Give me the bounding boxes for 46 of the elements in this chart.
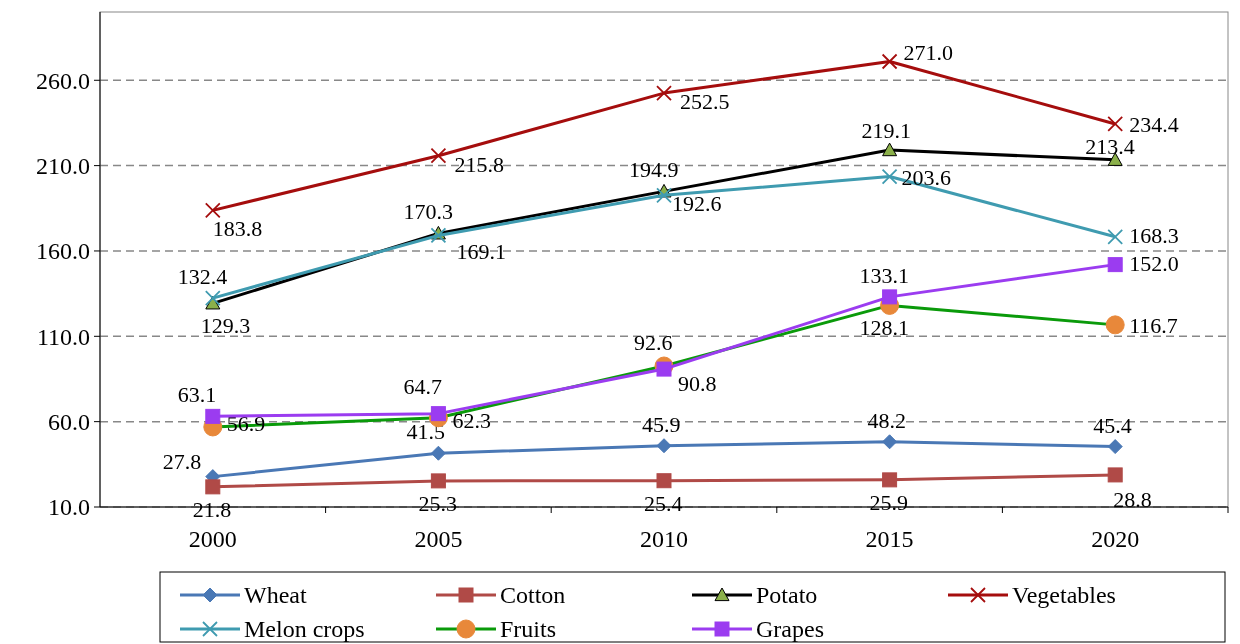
legend-label: Wheat: [244, 582, 307, 609]
legend-label: Vegetables: [1012, 582, 1116, 609]
data-label: 48.2: [867, 407, 907, 433]
data-label: 183.8: [212, 216, 263, 242]
data-label: 27.8: [162, 448, 202, 474]
data-label: 169.1: [456, 239, 506, 265]
data-label: 45.4: [1093, 412, 1132, 438]
data-label: 192.6: [672, 191, 722, 217]
data-label: 64.7: [403, 373, 442, 399]
data-label: 63.1: [177, 382, 217, 408]
legend-label: Grapes: [756, 616, 824, 643]
legend-label: Potato: [756, 582, 818, 609]
y-tick-label: 260.0: [36, 67, 90, 94]
data-label: 28.8: [1113, 486, 1152, 512]
y-tick-label: 10.0: [48, 494, 90, 521]
data-label: 62.3: [452, 407, 491, 433]
data-label: 219.1: [861, 118, 912, 144]
x-tick-label: 2000: [188, 526, 237, 552]
data-label: 152.0: [1129, 250, 1179, 276]
x-tick-label: 2015: [865, 526, 914, 552]
data-label: 129.3: [200, 313, 251, 339]
data-label: 92.6: [634, 330, 673, 356]
x-tick-label: 2020: [1091, 526, 1140, 552]
data-label: 203.6: [901, 164, 952, 190]
data-label: 215.8: [454, 151, 504, 177]
data-label: 90.8: [678, 371, 717, 397]
data-label: 194.9: [629, 157, 679, 183]
y-tick-label: 60.0: [48, 409, 90, 436]
data-label: 168.3: [1129, 222, 1179, 248]
data-label: 116.7: [1129, 312, 1178, 338]
data-label: 132.4: [177, 264, 228, 290]
data-label: 128.1: [859, 315, 910, 341]
y-tick-label: 160.0: [36, 238, 90, 265]
data-label: 133.1: [859, 262, 910, 288]
y-tick-label: 210.0: [36, 153, 90, 180]
data-label: 45.9: [642, 411, 681, 437]
legend-label: Cotton: [500, 582, 566, 609]
x-tick-label: 2005: [414, 526, 463, 552]
data-label: 41.5: [406, 419, 445, 445]
data-label: 170.3: [403, 199, 453, 225]
x-tick-label: 2010: [640, 526, 688, 552]
y-tick-label: 110.0: [36, 323, 90, 350]
data-label: 252.5: [680, 89, 730, 115]
legend-label: Fruits: [500, 616, 557, 643]
data-label: 271.0: [903, 39, 954, 65]
legend-label: Melon crops: [244, 616, 365, 643]
